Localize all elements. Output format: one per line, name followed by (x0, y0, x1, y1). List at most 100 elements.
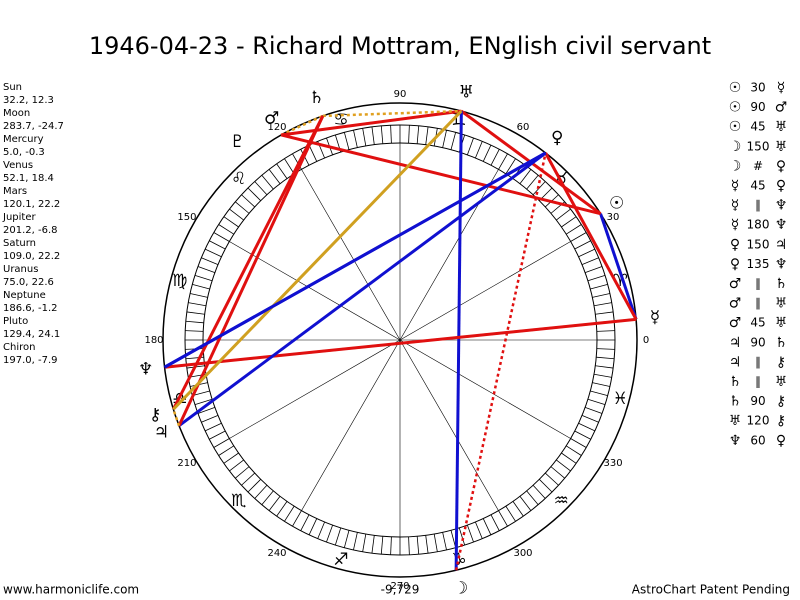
aspect-to: ♄ (775, 276, 788, 292)
aspect-kind: 150 (747, 237, 770, 251)
aspect-line (599, 213, 638, 320)
ring-tick (539, 479, 553, 493)
ring-tick (343, 530, 350, 548)
planet-glyph: ☿ (650, 308, 660, 328)
planet-name: Moon (3, 108, 30, 119)
aspect-to: ♆ (775, 198, 788, 214)
spoke (301, 169, 401, 341)
ring-tick (276, 163, 288, 179)
degree-label: 120 (267, 122, 286, 133)
planet-glyph: ♇ (230, 132, 245, 152)
ring-tick (247, 479, 261, 493)
aspect-kind: 90 (750, 100, 765, 114)
aspect-from: ☽ (729, 139, 742, 155)
ring-tick (433, 533, 438, 552)
aspect-from: ☽ (729, 158, 742, 174)
ring-tick (362, 533, 367, 552)
ring-tick (592, 293, 610, 298)
degree-label: 330 (603, 458, 622, 469)
footer-note: AstroChart Patent Pending (632, 583, 790, 597)
aspect-from: ♄ (729, 374, 742, 390)
aspect-kind: 135 (747, 257, 770, 271)
aspect-kind: 30 (750, 81, 765, 95)
aspect-kind: 45 (750, 179, 765, 193)
ring-tick (204, 422, 222, 432)
ring-tick (519, 169, 532, 184)
aspect-kind: ∥ (755, 296, 761, 310)
aspect-to: ⚷ (776, 413, 786, 429)
ring-tick (544, 472, 559, 486)
ring-tick (584, 266, 603, 273)
planet-coords: 75.0, 22.6 (3, 277, 54, 288)
ring-tick (425, 126, 429, 145)
ring-tick (450, 530, 457, 548)
aspect-from: ♄ (729, 394, 742, 410)
degree-label: 150 (177, 212, 196, 223)
aspect-line (172, 115, 325, 410)
ring-tick (371, 535, 375, 554)
spoke (399, 169, 499, 341)
ring-tick (592, 382, 610, 387)
aspect-kind: 180 (747, 218, 770, 232)
footer-site[interactable]: www.harmoniclife.com (3, 583, 139, 597)
ring-tick (519, 496, 532, 511)
footer-score: -9,729 (381, 583, 420, 597)
ring-tick (578, 422, 596, 432)
planet-glyph: ♂ (264, 109, 279, 129)
aspect-from: ♃ (729, 354, 742, 370)
sign-glyph: ♒ (554, 491, 569, 511)
ring-tick (197, 266, 216, 273)
wheel (162, 102, 638, 578)
planet-glyph: ☽ (453, 579, 468, 599)
ring-tick (380, 536, 384, 555)
ring-tick (482, 144, 492, 162)
planet-coords: 120.1, 22.2 (3, 199, 60, 210)
aspect-from: ♂ (729, 276, 742, 292)
planet-coords: 52.1, 18.4 (3, 173, 54, 184)
spoke (399, 339, 499, 511)
planet-glyph: ☉ (609, 194, 624, 214)
ring-tick (343, 132, 350, 150)
aspect-kind: ∥ (755, 355, 761, 369)
spoke (301, 339, 401, 511)
aspect-from: ☿ (731, 198, 740, 214)
aspect-to: ♀ (776, 433, 786, 449)
ring-tick (213, 438, 230, 448)
aspect-from: ☉ (729, 80, 742, 96)
spoke (229, 339, 401, 439)
aspect-from: ☉ (729, 119, 742, 135)
degree-label: 60 (517, 122, 530, 133)
degree-label: 180 (144, 335, 163, 346)
aspect-kind: ∥ (755, 375, 761, 389)
degree-label: 210 (177, 458, 196, 469)
ring-tick (185, 320, 204, 324)
planet-coords: 283.7, -24.7 (3, 121, 64, 132)
aspect-kind: 45 (750, 316, 765, 330)
ring-tick (556, 208, 571, 221)
aspect-line (544, 152, 638, 321)
ring-tick (254, 484, 268, 499)
ring-tick (584, 407, 603, 414)
ring-tick (467, 524, 474, 543)
ring-tick (308, 518, 318, 536)
ring-tick (526, 175, 539, 190)
aspect-kind: ∥ (755, 198, 761, 212)
aspect-to: ☿ (777, 80, 786, 96)
sign-glyph: ♊ (451, 110, 466, 130)
planet-glyph: ♃ (154, 423, 169, 443)
ring-tick (235, 201, 250, 214)
planet-coords: 32.2, 12.3 (3, 95, 54, 106)
ring-tick (362, 128, 367, 147)
aspect-line (280, 114, 324, 137)
ring-tick (371, 126, 375, 145)
ring-tick (505, 505, 516, 522)
ring-tick (416, 536, 420, 555)
ring-tick (261, 490, 274, 505)
planet-glyph: ♄ (309, 88, 324, 108)
ring-tick (284, 505, 295, 522)
ring-tick (505, 158, 516, 175)
ring-tick (235, 466, 250, 479)
ring-tick (595, 311, 614, 315)
aspect-kind: ∥ (755, 277, 761, 291)
aspect-to: ♅ (775, 315, 788, 331)
